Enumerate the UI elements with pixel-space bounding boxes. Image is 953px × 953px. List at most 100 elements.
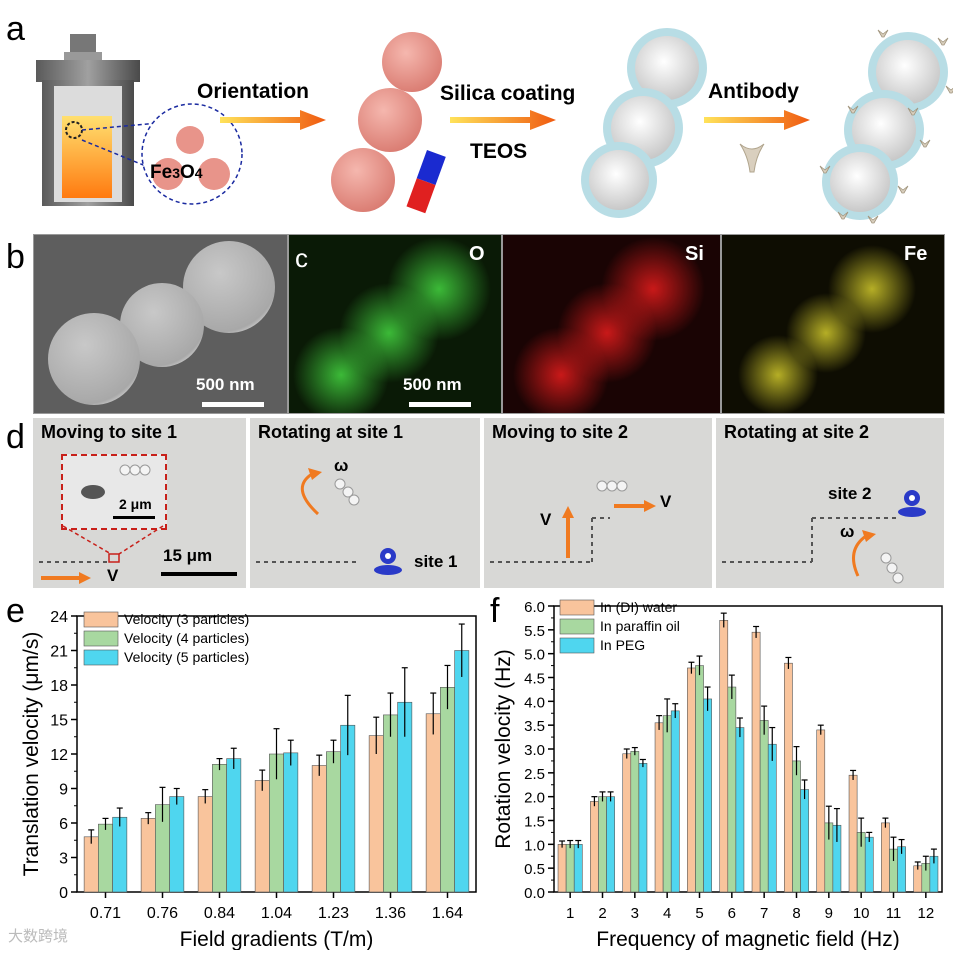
eds-map-o: c O 500 nm	[288, 234, 502, 414]
panel-letter-d: d	[6, 418, 25, 456]
bar	[197, 796, 213, 893]
panel-letter-b: b	[6, 238, 25, 276]
bar	[759, 720, 769, 893]
x-axis-label: Field gradients (T/m)	[180, 928, 374, 950]
teos-label: TEOS	[470, 140, 528, 163]
legend-label: Velocity (5 particles)	[124, 649, 249, 665]
legend-label: In (DI) water	[600, 599, 677, 615]
fe3o4-zoom-circle	[141, 103, 243, 205]
bar	[784, 662, 793, 893]
x-tick-label: 0.76	[147, 905, 178, 922]
sem-scale-label: 500 nm	[196, 375, 255, 394]
bar	[311, 765, 327, 893]
legend-label: In PEG	[600, 637, 645, 653]
reactor-illustration	[36, 34, 140, 206]
y-tick-label: 3	[59, 851, 68, 868]
frame4-site: site 2	[828, 484, 872, 503]
y-tick-label: 4.5	[524, 671, 545, 688]
eds-map-fe: Fe	[721, 234, 945, 414]
eds-map-si: Si	[502, 234, 721, 414]
frame1-title: Moving to site 1	[41, 422, 178, 442]
y-tick-label: 12	[50, 747, 68, 764]
y-tick-label: 4.0	[524, 694, 545, 711]
bar	[169, 796, 185, 893]
bar	[590, 801, 599, 893]
x-tick-label: 9	[825, 905, 833, 922]
bar	[383, 714, 398, 893]
bar	[140, 818, 156, 893]
legend-label: Velocity (3 particles)	[124, 611, 249, 627]
bar	[719, 619, 729, 893]
video-frame-4: Rotating at site 2 site 2 ω	[716, 418, 944, 588]
legend-swatch	[559, 637, 595, 654]
y-tick-label: 24	[50, 609, 68, 626]
frame2-site: site 1	[414, 552, 458, 571]
x-tick-label: 6	[728, 905, 736, 922]
antibody-label: Antibody	[708, 80, 799, 103]
bar	[913, 865, 923, 893]
bar	[606, 796, 615, 893]
y-tick-label: 21	[50, 644, 68, 661]
chart-translation-velocity: 0 3 6 9 12 15 18 21 24 0.71 0.76 0.84 1.04 1.23 1.36 1.…	[20, 609, 477, 950]
y-tick-label: 9	[59, 782, 68, 799]
legend-label: Velocity (4 particles)	[124, 630, 249, 646]
sem-scale-bar	[202, 402, 264, 407]
bar	[800, 789, 809, 893]
panel-letter-f: f	[490, 592, 500, 630]
eds-o-label: O	[469, 243, 485, 265]
x-tick-label: 3	[631, 905, 639, 922]
x-tick-label: 5	[695, 905, 703, 922]
bar	[864, 836, 874, 893]
bar	[368, 735, 384, 893]
bar	[638, 763, 648, 893]
frame1-overlay	[39, 464, 237, 584]
y-tick-label: 1.5	[524, 814, 545, 831]
x-tick-label: 0.84	[204, 905, 235, 922]
zoom-lines	[81, 119, 191, 181]
x-tick-label: 1.04	[261, 905, 292, 922]
bar	[727, 686, 737, 893]
bar	[598, 796, 607, 893]
frame1-scale: 15 μm	[163, 546, 213, 565]
y-tick-label: 6.0	[524, 599, 545, 616]
bar	[695, 665, 704, 893]
legend-label: In paraffin oil	[600, 618, 680, 634]
frame3-velocity-up: V	[540, 510, 552, 529]
antibody-coated-chain	[819, 29, 953, 224]
frame1-inset-scale: 2 μm	[119, 496, 152, 512]
x-tick-label: 1	[566, 905, 574, 922]
bar	[112, 816, 128, 893]
x-tick-label: 10	[853, 905, 870, 922]
video-frame-2: Rotating at site 1 ω site 1	[250, 418, 480, 588]
x-tick-label: 1.23	[318, 905, 349, 922]
bar	[630, 751, 640, 893]
x-tick-label: 2	[598, 905, 606, 922]
frame2-title: Rotating at site 1	[258, 422, 404, 442]
frame4-overlay	[722, 490, 926, 584]
y-tick-label: 0	[59, 885, 68, 902]
y-tick-label: 2.5	[524, 766, 545, 783]
y-tick-label: 5.0	[524, 647, 545, 664]
bar	[440, 687, 455, 893]
x-tick-label: 8	[792, 905, 800, 922]
bar	[573, 844, 583, 893]
frame1-velocity: V	[107, 566, 119, 585]
bar	[212, 764, 227, 893]
legend-swatch	[83, 611, 119, 628]
bar	[735, 727, 745, 893]
bar	[83, 836, 99, 893]
sem-image: 500 nm	[33, 234, 288, 414]
eds-scale-label: 500 nm	[403, 375, 462, 394]
bar	[792, 760, 801, 893]
bar	[816, 729, 826, 893]
bar	[98, 823, 113, 893]
bar	[654, 722, 664, 893]
legend-swatch	[83, 649, 119, 666]
bar	[557, 844, 567, 893]
chart-rotation-velocity: 0.0 0.5 1.0 1.5 2.0 2.5 3.0 3.5 4.0 4.5 5.0 5.5 6.0 1…	[492, 599, 943, 950]
panel-letter-a: a	[6, 10, 25, 48]
bar	[848, 774, 858, 893]
x-axis-label: Frequency of magnetic field (Hz)	[596, 928, 899, 950]
x-tick-label: 0.71	[90, 905, 121, 922]
legend-swatch	[83, 630, 119, 647]
